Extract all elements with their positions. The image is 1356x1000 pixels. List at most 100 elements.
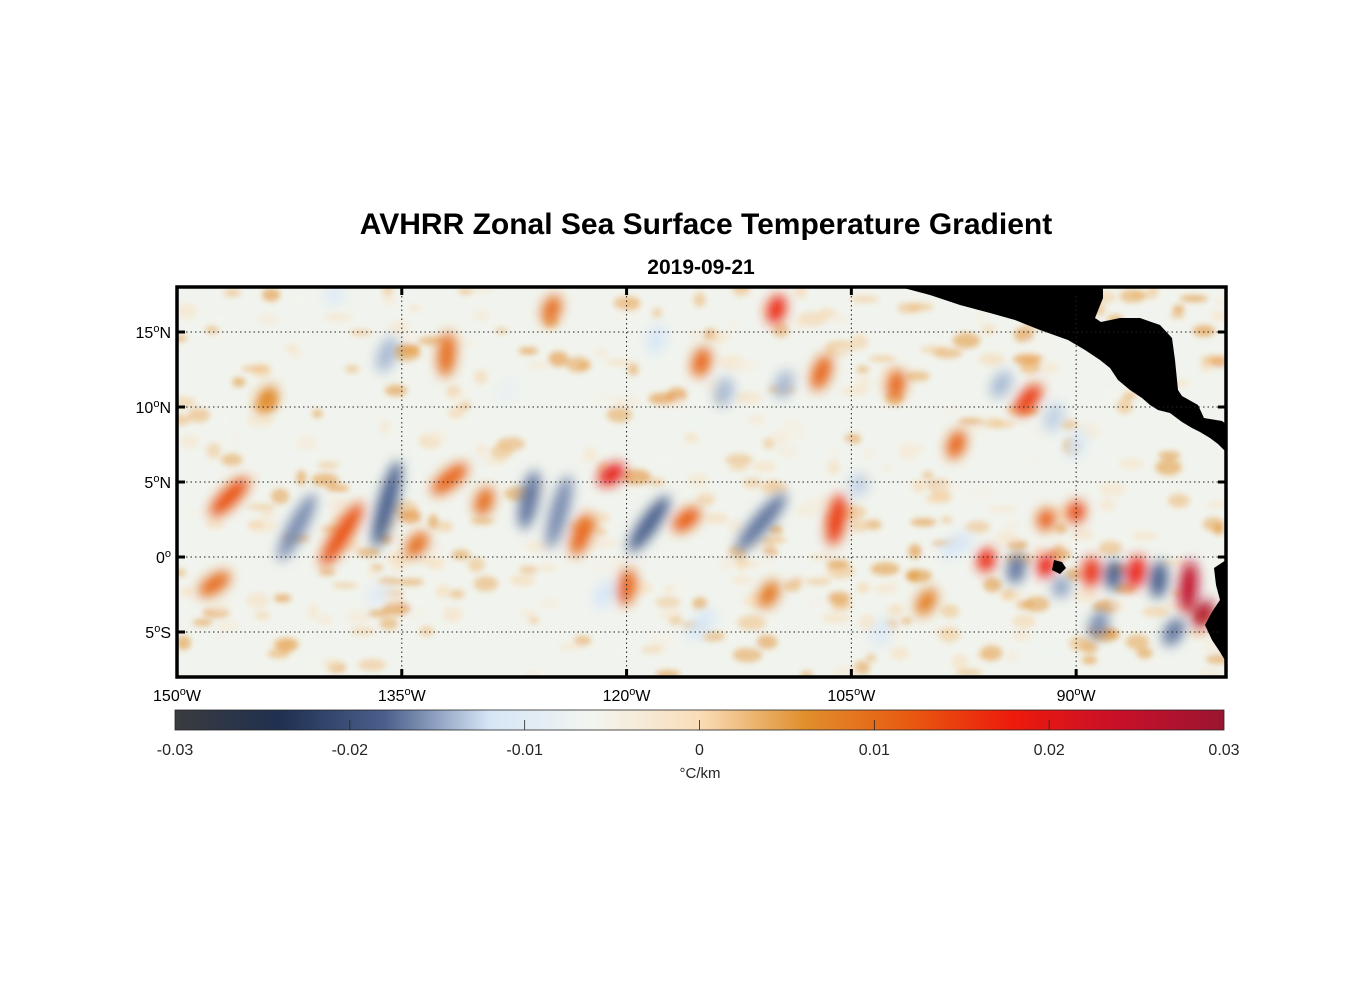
gradient-texture-blob [900, 617, 913, 625]
gradient-feature [826, 493, 847, 546]
gradient-texture-blob [651, 307, 663, 319]
gradient-texture-blob [887, 603, 904, 617]
gradient-texture-blob [673, 479, 685, 491]
gradient-feature [474, 487, 495, 516]
gradient-texture-blob [804, 578, 832, 586]
gradient-texture-blob [345, 365, 360, 373]
gradient-texture-blob [1142, 606, 1170, 618]
gradient-texture-blob [868, 355, 896, 362]
colorbar-tick-label: 0.03 [1208, 742, 1239, 759]
gradient-texture-blob [701, 631, 726, 642]
gradient-texture-blob [870, 562, 900, 576]
gradient-feature [1006, 554, 1026, 584]
gradient-texture-blob [246, 592, 270, 609]
gradient-texture-blob [733, 560, 760, 568]
gradient-texture-blob [1210, 311, 1226, 321]
latitude-label: 0o [156, 548, 171, 567]
gradient-texture-blob [827, 450, 842, 458]
colorbar-tick-label: 0.02 [1034, 742, 1065, 759]
gradient-texture-blob [332, 582, 359, 589]
gradient-texture-blob [955, 669, 983, 676]
gradient-texture-blob [887, 581, 899, 594]
land-layer [900, 287, 1226, 662]
gradient-texture-blob [776, 445, 800, 457]
gradient-texture-blob [449, 589, 465, 599]
gradient-texture-blob [451, 549, 471, 560]
gradient-texture-blob [1131, 532, 1158, 540]
gradient-texture-blob [246, 664, 271, 674]
gradient-texture-blob [693, 292, 706, 308]
gradient-texture-blob [834, 347, 859, 355]
gradient-texture-blob [905, 371, 930, 382]
gradient-texture-blob [1016, 600, 1034, 610]
gradient-texture-blob [756, 634, 778, 650]
gradient-texture-blob [192, 619, 213, 626]
gradient-texture-blob [262, 288, 281, 302]
gradient-texture-blob [495, 427, 515, 436]
gradient-texture-blob [357, 500, 382, 515]
gradient-texture-blob [490, 444, 513, 459]
gradient-texture-blob [1192, 325, 1216, 337]
gradient-texture-blob [366, 567, 379, 578]
gradient-texture-blob [1199, 667, 1223, 677]
gradient-texture-blob [963, 486, 993, 500]
gradient-texture-blob [177, 335, 188, 342]
gradient-texture-blob [527, 361, 550, 369]
gradient-texture-blob [627, 363, 639, 376]
central-america-land [900, 287, 1226, 452]
gradient-texture-blob [659, 606, 682, 622]
gradient-texture-blob [558, 642, 585, 651]
latitude-label: 5oN [144, 473, 171, 492]
gradient-texture-blob [922, 471, 934, 480]
gradient-texture-blob [428, 563, 444, 570]
gradient-texture-blob [687, 473, 709, 487]
gradient-feature [646, 325, 667, 354]
gradient-texture-blob [260, 510, 276, 518]
gradient-texture-blob [1205, 654, 1226, 665]
gradient-texture-blob [1012, 354, 1043, 365]
gradient-texture-blob [177, 568, 187, 577]
gradient-texture-blob [925, 494, 952, 504]
gradient-texture-blob [648, 392, 676, 405]
gradient-texture-blob [856, 375, 871, 389]
gradient-texture-blob [865, 519, 882, 530]
gradient-texture-blob [436, 520, 453, 532]
gradient-texture-blob [1116, 398, 1133, 414]
gradient-feature [256, 385, 278, 414]
gradient-texture-blob [1206, 500, 1226, 509]
gradient-texture-blob [349, 329, 373, 336]
gradient-texture-blob [518, 347, 539, 355]
gradient-texture-blob [424, 431, 449, 445]
gradient-feature [546, 475, 573, 549]
gradient-texture-blob [285, 343, 298, 352]
gradient-texture-blob [940, 604, 959, 618]
gradient-feature [1014, 384, 1043, 415]
longitude-label: 135oW [378, 686, 427, 705]
gradient-texture-blob [177, 609, 193, 617]
gradient-texture-blob [1172, 304, 1185, 314]
gradient-texture-blob [257, 314, 280, 326]
gradient-texture-blob [647, 642, 665, 655]
gradient-texture-blob [287, 294, 310, 307]
gradient-texture-blob [899, 443, 926, 454]
gradient-texture-blob [827, 591, 851, 605]
gradient-feature [518, 470, 540, 530]
gradient-texture-blob [387, 531, 400, 541]
gradient-feature [325, 287, 344, 306]
gradient-texture-blob [328, 496, 348, 513]
gradient-texture-blob [419, 626, 435, 636]
gradient-feature [766, 294, 786, 325]
gradient-texture-blob [247, 503, 276, 511]
gradient-texture-blob [1098, 540, 1123, 556]
colorbar-tick-label: 0.01 [859, 742, 890, 759]
gradient-texture-blob [430, 541, 444, 555]
gradient-feature [939, 532, 974, 558]
gradient-texture-blob [647, 477, 665, 487]
map-frame-ticks [175, 287, 1226, 677]
gradient-texture-blob [1099, 482, 1127, 496]
gradient-texture-blob [612, 645, 636, 660]
gradient-texture-blob [705, 512, 728, 524]
gradient-texture-blob [952, 332, 981, 349]
gradient-texture-blob [983, 577, 1002, 593]
gradient-texture-blob [451, 391, 470, 406]
